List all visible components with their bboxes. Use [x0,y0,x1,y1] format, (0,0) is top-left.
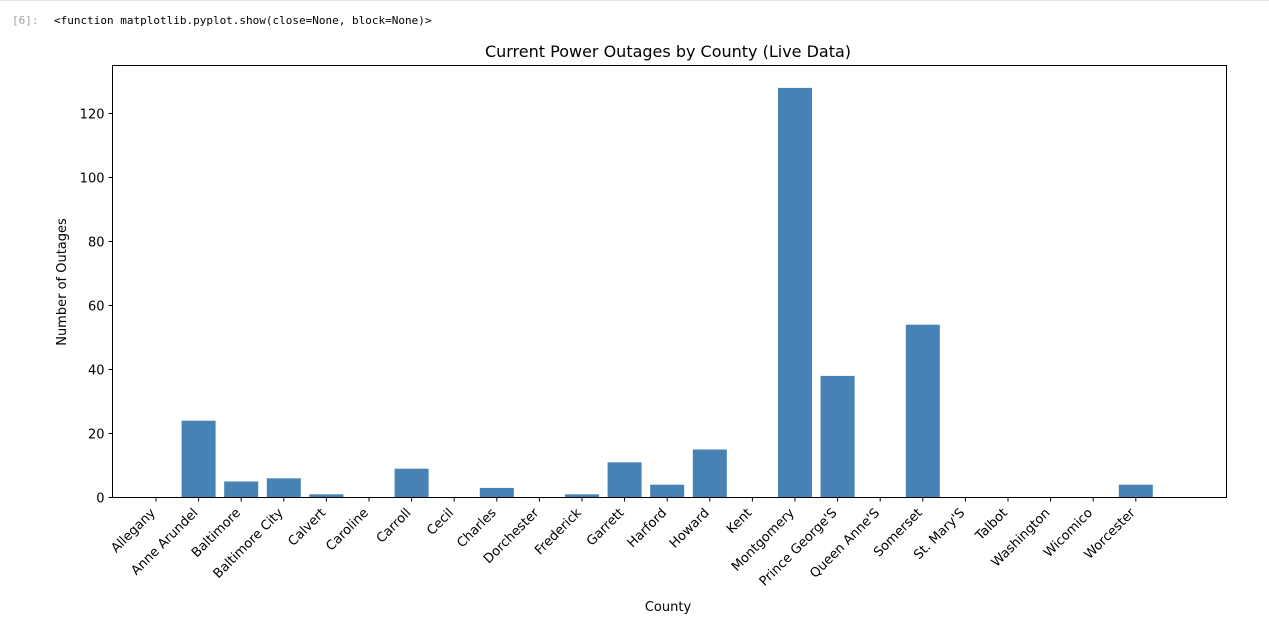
axes-frame [112,65,1227,498]
y-tick-label: 100 [80,172,105,187]
bar-carroll [394,468,429,498]
bar-somerset [905,324,940,498]
bar-howard [692,449,727,498]
output-repr-text: <function matplotlib.pyplot.show(close=N… [54,14,432,27]
output-row: [6]: <function matplotlib.pyplot.show(cl… [0,12,1269,30]
bar-baltimore-city [266,478,301,498]
y-tick-label: 60 [88,300,105,315]
bar-harford [650,484,685,498]
bar-calvert [309,494,344,498]
bars-layer [181,87,1153,498]
chart-title: Current Power Outages by County (Live Da… [485,42,851,61]
x-tick-label-frederick: Frederick [532,505,585,558]
bar-charles [479,487,514,498]
bar-prince-george-s [820,375,855,498]
cell-divider [0,0,1269,1]
x-tick-label-caroline: Caroline [323,506,371,554]
x-tick-label-calvert: Calvert [286,506,330,550]
y-tick-label: 0 [96,492,104,507]
bar-frederick [565,494,599,498]
bar-montgomery [778,87,812,498]
x-tick-label-prince-george-s: Prince George'S [757,506,841,590]
x-tick-label-harford: Harford [625,506,670,551]
x-tick-label-kent: Kent [724,506,755,537]
y-axis-ticks: 0 20 40 60 80 100 120 [80,108,113,507]
y-tick-label: 40 [88,364,105,379]
x-tick-label-carroll: Carroll [374,506,415,547]
bar-garrett [607,462,642,498]
y-tick-label: 20 [88,428,105,443]
bar-worcester [1118,484,1153,498]
y-tick-label: 120 [80,108,105,123]
bar-anne-arundel [181,420,216,498]
execution-count-prompt: [6]: [12,14,39,27]
y-axis-label: Number of Outages [55,218,70,346]
x-tick-label-cecil: Cecil [424,506,457,539]
x-tick-label-howard: Howard [667,506,713,552]
x-axis-label: County [645,600,692,615]
x-tick-label-garrett: Garrett [584,506,627,549]
y-tick-label: 80 [88,236,105,251]
bar-baltimore [224,481,259,498]
x-tick-label-talbot: Talbot [972,506,1011,545]
